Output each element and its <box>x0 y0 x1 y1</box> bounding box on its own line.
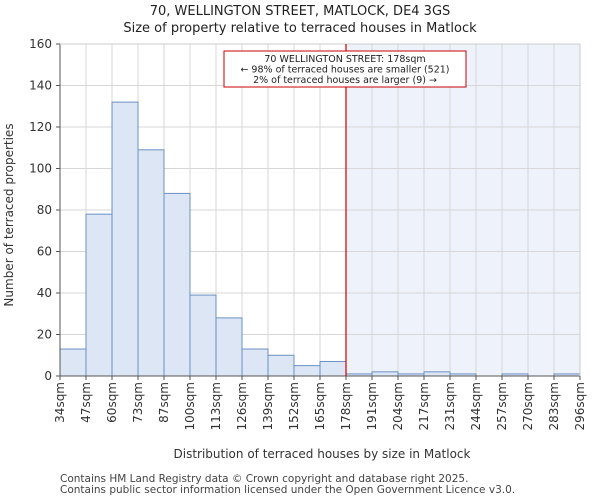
x-tick-label: 165sqm <box>313 382 327 430</box>
histogram-bar-165sqm <box>319 360 347 377</box>
footer-line-2: Contains public sector information licen… <box>60 484 516 496</box>
y-tick-label: 160 <box>29 37 52 51</box>
x-tick-label: 283sqm <box>547 382 561 430</box>
y-tick-label: 40 <box>37 286 52 300</box>
x-tick-label: 60sqm <box>105 382 119 423</box>
x-tick-label: 231sqm <box>443 382 457 430</box>
y-tick-label: 100 <box>29 162 52 176</box>
y-tick-label: 20 <box>37 328 52 342</box>
histogram-bar-191sqm <box>371 371 399 377</box>
annotation-line-3: 2% of terraced houses are larger (9) → <box>253 75 437 86</box>
chart-subtitle: Size of property relative to terraced ho… <box>123 21 477 36</box>
annotation-box <box>223 50 467 88</box>
x-tick-label: 139sqm <box>261 382 275 430</box>
x-tick-label: 126sqm <box>235 382 249 430</box>
y-tick-label: 120 <box>29 120 52 134</box>
histogram-bar-139sqm <box>267 354 295 377</box>
y-tick-label: 0 <box>44 369 52 383</box>
x-axis-label: Distribution of terraced houses by size … <box>174 447 471 461</box>
histogram-bar-113sqm <box>215 317 243 377</box>
histogram-bar-34sqm <box>59 348 87 377</box>
x-tick-label: 296sqm <box>573 382 587 430</box>
x-tick-label: 73sqm <box>131 382 145 423</box>
x-tick-label: 87sqm <box>157 382 171 423</box>
x-tick-label: 152sqm <box>287 382 301 430</box>
histogram-bar-152sqm <box>293 365 321 377</box>
y-axis-label: Number of terraced properties <box>2 123 16 306</box>
y-tick-label: 60 <box>37 245 52 259</box>
histogram-bar-217sqm <box>423 371 451 377</box>
chart-title: 70, WELLINGTON STREET, MATLOCK, DE4 3GS <box>149 4 451 19</box>
histogram-bar-73sqm <box>137 149 165 377</box>
x-tick-label: 178sqm <box>339 382 353 430</box>
x-tick-label: 204sqm <box>391 382 405 430</box>
x-tick-label: 270sqm <box>521 382 535 430</box>
y-tick-label: 140 <box>29 79 52 93</box>
histogram-bar-126sqm <box>241 348 269 377</box>
x-tick-label: 100sqm <box>183 382 197 430</box>
x-tick-label: 47sqm <box>79 382 93 423</box>
x-tick-label: 244sqm <box>469 382 483 430</box>
footer-line-1: Contains HM Land Registry data © Crown c… <box>60 473 469 485</box>
histogram-bar-60sqm <box>111 101 139 377</box>
x-tick-label: 257sqm <box>495 382 509 430</box>
x-tick-label: 113sqm <box>209 382 223 430</box>
histogram-bar-100sqm <box>189 294 217 377</box>
histogram-bar-87sqm <box>163 192 191 377</box>
x-tick-label: 34sqm <box>53 382 67 423</box>
x-tick-label: 191sqm <box>365 382 379 430</box>
histogram-bar-47sqm <box>85 213 113 377</box>
annotation-line-2: ← 98% of terraced houses are smaller (52… <box>240 65 449 76</box>
x-tick-label: 217sqm <box>417 382 431 430</box>
annotation-line-1: 70 WELLINGTON STREET: 178sqm <box>264 54 425 65</box>
y-tick-label: 80 <box>37 203 52 217</box>
